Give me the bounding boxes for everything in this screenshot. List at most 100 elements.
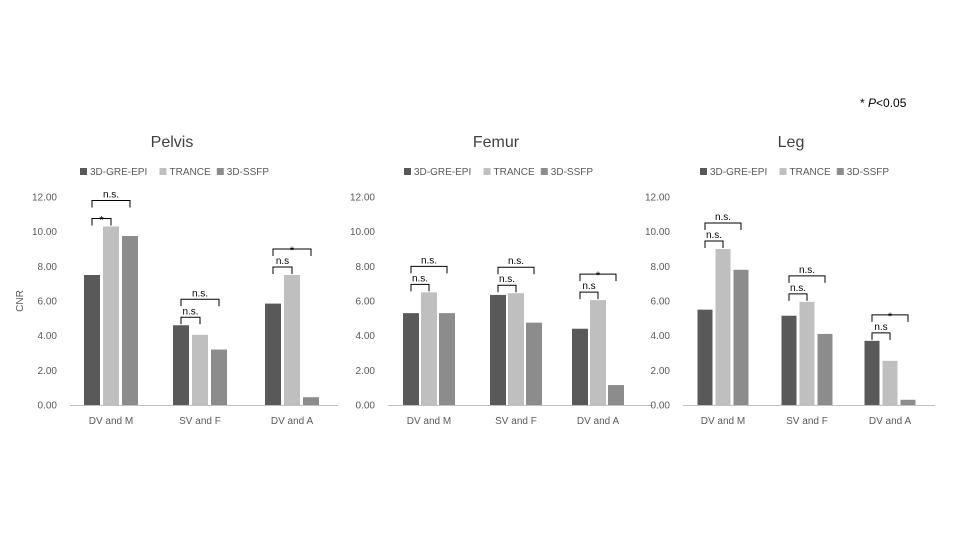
x-tick-label: DV and M xyxy=(407,416,451,427)
significance-label: n.s. xyxy=(508,256,524,267)
chart-title: Femur xyxy=(473,134,520,151)
y-tick-label: 2.00 xyxy=(651,366,671,377)
bar xyxy=(715,249,731,405)
bar xyxy=(439,313,455,405)
legend-label: 3D-SSFP xyxy=(551,167,594,178)
significance-label: n.s. xyxy=(790,283,806,294)
bar xyxy=(103,226,119,405)
legend-label: 3D-GRE-EPI xyxy=(414,167,471,178)
significance-bracket xyxy=(579,273,617,282)
bar xyxy=(421,292,437,405)
significance-label: n.s xyxy=(582,281,595,292)
legend-swatch xyxy=(700,168,707,175)
bar xyxy=(84,275,100,405)
significance-bracket xyxy=(272,266,293,274)
significance-label: n.s xyxy=(276,256,289,267)
significance-label: n.s. xyxy=(499,274,515,285)
significance-bracket xyxy=(579,291,599,300)
bar xyxy=(173,325,189,405)
x-tick-label: DV and A xyxy=(271,416,314,427)
significance-label: * xyxy=(290,245,295,257)
y-axis-label: CNR xyxy=(15,290,26,312)
x-tick-label: SV and F xyxy=(495,416,537,427)
y-tick-label: 0.00 xyxy=(356,401,376,412)
y-tick-label: 4.00 xyxy=(356,331,376,342)
significance-label: n.s. xyxy=(715,212,731,223)
significance-label: * xyxy=(99,214,104,226)
bar xyxy=(799,301,815,405)
chart-title: Pelvis xyxy=(151,134,194,151)
x-tick-label: SV and F xyxy=(179,416,221,427)
significance-bracket xyxy=(410,265,448,274)
significance-label: n.s. xyxy=(799,265,815,276)
bar xyxy=(192,334,208,405)
significance-bracket xyxy=(871,314,909,322)
significance-bracket xyxy=(704,240,724,248)
bar xyxy=(781,315,797,405)
y-tick-label: 2.00 xyxy=(356,366,376,377)
bar xyxy=(265,303,281,405)
bar xyxy=(122,236,138,405)
y-tick-label: 12.00 xyxy=(350,193,375,204)
x-tick-label: DV and M xyxy=(701,416,745,427)
bar xyxy=(284,275,300,405)
bar xyxy=(817,333,833,405)
bar xyxy=(608,385,624,405)
chart-title: Leg xyxy=(778,134,805,151)
significance-label: n.s. xyxy=(182,306,198,317)
y-tick-label: 8.00 xyxy=(38,262,58,273)
y-tick-label: 6.00 xyxy=(38,297,58,308)
significance-label: n.s. xyxy=(421,255,437,266)
bar xyxy=(590,300,606,405)
significance-label: n.s xyxy=(874,322,887,333)
bar xyxy=(403,313,419,405)
significance-label: n.s. xyxy=(192,288,208,299)
legend-label: TRANCE xyxy=(790,167,831,178)
legend-swatch xyxy=(540,168,548,175)
significance-label: * xyxy=(596,270,601,282)
x-tick-label: SV and F xyxy=(786,416,828,427)
bar xyxy=(733,269,749,405)
y-tick-label: 8.00 xyxy=(356,262,376,273)
bar xyxy=(211,349,227,405)
bar xyxy=(508,293,524,405)
significance-bracket xyxy=(180,316,201,325)
significance-bracket xyxy=(91,199,131,208)
legend-swatch xyxy=(216,168,224,175)
y-tick-label: 10.00 xyxy=(645,227,670,238)
significance-bracket xyxy=(180,298,220,307)
significance-bracket xyxy=(497,266,535,275)
x-tick-label: DV and A xyxy=(869,416,912,427)
significance-label: n.s. xyxy=(706,230,722,241)
significance-bracket xyxy=(871,332,891,340)
y-tick-label: 8.00 xyxy=(651,262,671,273)
legend-swatch xyxy=(159,168,167,175)
bar xyxy=(526,322,542,405)
y-tick-label: 0.00 xyxy=(651,401,671,412)
significance-label: n.s. xyxy=(103,189,119,200)
y-tick-label: 10.00 xyxy=(32,227,57,238)
bar xyxy=(572,328,588,405)
bar xyxy=(900,399,916,405)
legend-swatch xyxy=(404,168,411,175)
significance-bracket xyxy=(272,248,312,256)
bar xyxy=(864,340,880,405)
significance-bracket xyxy=(788,293,808,301)
legend-swatch xyxy=(80,168,87,175)
bar xyxy=(490,294,506,405)
bar xyxy=(697,309,713,405)
significance-label: n.s. xyxy=(412,273,428,284)
legend-label: TRANCE xyxy=(494,167,535,178)
significance-label: * xyxy=(888,311,893,323)
legend-label: TRANCE xyxy=(170,167,211,178)
y-tick-label: 4.00 xyxy=(38,331,58,342)
legend-swatch xyxy=(779,168,787,175)
legend-label: 3D-SSFP xyxy=(227,167,270,178)
y-tick-label: 4.00 xyxy=(651,331,671,342)
significance-star: * xyxy=(860,96,865,110)
bar xyxy=(303,397,319,405)
legend-label: 3D-GRE-EPI xyxy=(90,167,147,178)
legend-swatch xyxy=(483,168,491,175)
significance-bracket xyxy=(704,222,742,230)
